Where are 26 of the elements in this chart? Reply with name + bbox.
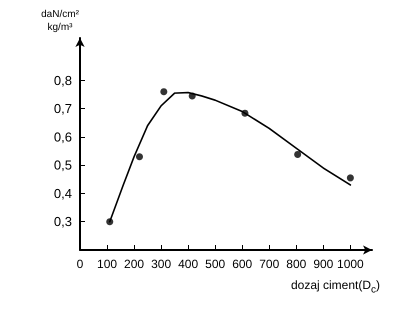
x-tick-label: 200 <box>124 257 144 271</box>
point <box>106 218 114 226</box>
x-tick-label: 800 <box>286 257 307 271</box>
point <box>188 92 196 100</box>
y-axis-title: daN/cm² kg/m³ <box>41 9 80 33</box>
x-tick-label: 300 <box>151 257 172 271</box>
y-tick-label: 0,7 <box>54 101 72 116</box>
point <box>346 174 354 182</box>
y-tick-label: 0,4 <box>54 186 72 201</box>
point <box>294 150 302 158</box>
x-tick-label: 0 <box>76 257 84 271</box>
x-tick-label: 400 <box>178 257 198 271</box>
x-tick-label: 1000 <box>337 257 364 271</box>
x-tick-label: 900 <box>313 257 334 271</box>
x-tick-label: 500 <box>205 257 226 271</box>
y-tick-label: 0,6 <box>54 129 72 144</box>
x-tick-label: 700 <box>259 257 280 271</box>
x-tick-label: 600 <box>232 257 253 271</box>
y-tick-label: 0,3 <box>54 214 72 230</box>
x-tick-label: 100 <box>97 257 118 271</box>
y-tick-label: 0,5 <box>54 158 72 173</box>
x-axis-title: dozaj ciment(D$_{c}$) <box>290 278 380 296</box>
point <box>241 110 248 117</box>
point <box>136 153 143 160</box>
point <box>160 88 168 96</box>
y-tick-label: 0,8 <box>54 72 72 88</box>
